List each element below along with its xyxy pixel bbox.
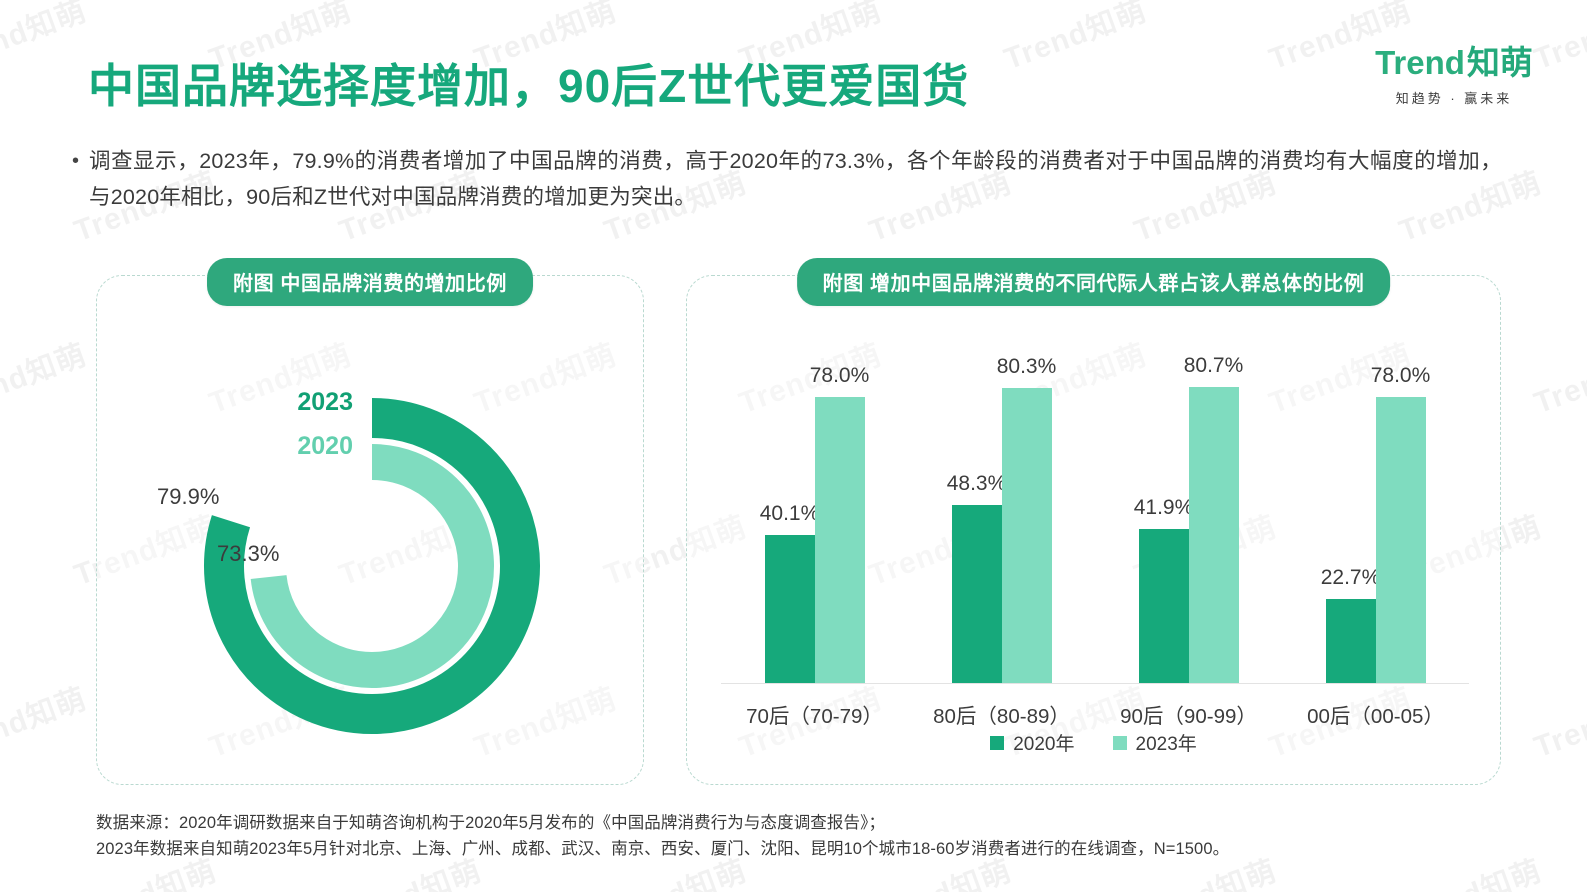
gauge-arc-2020: [250, 444, 494, 688]
bar-value-label: 80.7%: [1183, 353, 1244, 377]
bar-group: 48.3% 80.3% 80后（80-89）: [908, 353, 1095, 727]
left-chart-title: 附图 中国品牌消费的增加比例: [207, 258, 533, 306]
left-chart-card: 附图 中国品牌消费的增加比例 2023 2020 79.9% 73.3%: [96, 258, 644, 785]
brand-wordmark: Trend知萌: [1339, 44, 1569, 81]
right-chart-title: 附图 增加中国品牌消费的不同代际人群占该人群总体的比例: [796, 258, 1391, 306]
gauge-legend-2020: 2020: [297, 432, 353, 460]
page-title: 中国品牌选择度增加，90后Z世代更爱国货: [88, 60, 970, 112]
footnote-line-1: 数据来源：2020年调研数据来自于知萌咨询机构于2020年5月发布的《中国品牌消…: [96, 814, 886, 832]
bar-category-label: 70后（70-79）: [746, 704, 883, 728]
legend-item-2023年[interactable]: 2023年: [1112, 729, 1197, 756]
bullet-icon: •: [72, 150, 80, 172]
bar-value-label: 22.7%: [1320, 566, 1381, 590]
bar-category-label: 00后（00-05）: [1307, 704, 1444, 728]
bar-2020年-80后（80-89）: 48.3%: [947, 472, 1006, 683]
brand-wordmark-cn: 知萌: [1466, 44, 1533, 81]
brand-wordmark-latin: Trend: [1375, 44, 1465, 81]
brand-logo: Trend知萌 知趋势 · 赢未来: [1339, 44, 1569, 107]
bar-category-label: 80后（80-89）: [933, 704, 1070, 728]
bar-chart-plot: 40.1% 78.0% 70后（70-79） 48.3% 80.3% 80后（80-89）…: [721, 353, 1469, 728]
bar-2023年-80后（80-89）: 80.3%: [997, 355, 1056, 683]
gauge-arc-2023: [204, 398, 540, 734]
intro-paragraph: • 调查显示，2023年，79.9%的消费者增加了中国品牌的消费，高于2020年…: [72, 143, 1502, 215]
legend-label: 2023年: [1135, 734, 1197, 755]
bar-2023年-00后（00-05）: 78.0%: [1371, 364, 1430, 683]
footnote-line-2: 2023年数据来自知萌2023年5月针对北京、上海、广州、成都、武汉、南京、西安…: [96, 840, 1230, 858]
bar-value-label: 78.0%: [1370, 363, 1431, 387]
bar-value-label: 41.9%: [1133, 495, 1194, 519]
bar-chart-baseline: [721, 682, 1469, 684]
footnote: 数据来源：2020年调研数据来自于知萌咨询机构于2020年5月发布的《中国品牌消…: [96, 810, 1496, 862]
bar-2020年-90后（90-99）: 41.9%: [1134, 496, 1193, 683]
legend-swatch-icon: [1112, 735, 1127, 750]
legend-item-2020年[interactable]: 2020年: [990, 729, 1075, 756]
bar-chart-legend: 2020年 2023年: [687, 729, 1500, 756]
gauge-value-2023: 79.9%: [157, 484, 220, 509]
bar-value-label: 40.1%: [759, 502, 820, 526]
bar-2023年-90后（90-99）: 80.7%: [1184, 354, 1243, 683]
bar-value-label: 78.0%: [809, 363, 870, 387]
bar-group: 40.1% 78.0% 70后（70-79）: [721, 353, 908, 728]
radial-gauge-chart: 2023 2020 79.9% 73.3%: [97, 276, 643, 784]
right-chart-card: 附图 增加中国品牌消费的不同代际人群占该人群总体的比例 40.1% 78.0% 70…: [686, 258, 1501, 785]
brand-tagline: 知趋势 · 赢未来: [1395, 90, 1513, 106]
gauge-legend-2023: 2023: [297, 388, 353, 416]
bar-value-label: 48.3%: [946, 472, 1007, 496]
legend-swatch-icon: [990, 735, 1005, 750]
bar-group: 41.9% 80.7% 90后（90-99）: [1095, 353, 1282, 728]
intro-text: 调查显示，2023年，79.9%的消费者增加了中国品牌的消费，高于2020年的7…: [89, 149, 1502, 209]
gauge-value-2020: 73.3%: [217, 541, 280, 566]
bar-group: 22.7% 78.0% 00后（00-05）: [1282, 353, 1469, 728]
bar-2020年-00后（00-05）: 22.7%: [1321, 566, 1380, 683]
bar-2020年-70后（70-79）: 40.1%: [760, 502, 819, 683]
legend-label: 2020年: [1013, 734, 1075, 755]
bar-2023年-70后（70-79）: 78.0%: [810, 364, 869, 683]
radial-gauge-svg: [204, 398, 540, 734]
bar-value-label: 80.3%: [996, 355, 1057, 379]
bar-category-label: 90后（90-99）: [1120, 704, 1257, 728]
